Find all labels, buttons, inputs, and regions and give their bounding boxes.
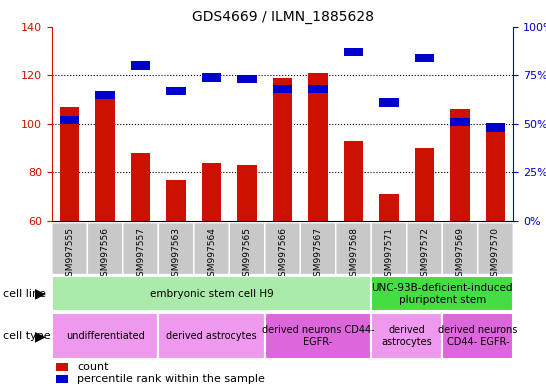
Bar: [450, 109, 470, 221]
Bar: [96, 91, 115, 99]
Bar: [52, 313, 158, 359]
Text: derived neurons
CD44- EGFR-: derived neurons CD44- EGFR-: [438, 325, 518, 347]
FancyBboxPatch shape: [265, 223, 300, 275]
FancyBboxPatch shape: [194, 223, 229, 275]
Bar: [238, 75, 257, 83]
Bar: [60, 116, 79, 124]
Text: GSM997557: GSM997557: [136, 227, 145, 282]
Bar: [273, 85, 292, 93]
Bar: [265, 313, 371, 359]
Bar: [131, 61, 150, 70]
FancyBboxPatch shape: [407, 223, 442, 275]
FancyBboxPatch shape: [336, 223, 371, 275]
Bar: [96, 92, 115, 221]
FancyBboxPatch shape: [52, 223, 87, 275]
Bar: [486, 126, 505, 221]
Bar: [379, 98, 399, 107]
Bar: [371, 276, 513, 311]
Text: GSM997555: GSM997555: [65, 227, 74, 282]
Text: GSM997567: GSM997567: [313, 227, 323, 282]
Text: GSM997572: GSM997572: [420, 227, 429, 282]
Text: cell type: cell type: [3, 331, 50, 341]
Text: undifferentiated: undifferentiated: [66, 331, 145, 341]
Text: GSM997569: GSM997569: [455, 227, 465, 282]
Bar: [167, 87, 186, 95]
Text: GSM997566: GSM997566: [278, 227, 287, 282]
Bar: [56, 363, 68, 371]
Text: count: count: [77, 362, 109, 372]
Text: derived astrocytes: derived astrocytes: [167, 331, 257, 341]
Title: GDS4669 / ILMN_1885628: GDS4669 / ILMN_1885628: [192, 10, 373, 25]
FancyBboxPatch shape: [478, 223, 513, 275]
Bar: [450, 118, 470, 126]
Text: GSM997556: GSM997556: [100, 227, 110, 282]
Text: derived
astrocytes: derived astrocytes: [382, 325, 432, 347]
Bar: [60, 107, 79, 221]
Bar: [415, 148, 434, 221]
Text: UNC-93B-deficient-induced
pluripotent stem: UNC-93B-deficient-induced pluripotent st…: [371, 283, 513, 305]
Bar: [344, 141, 363, 221]
FancyBboxPatch shape: [371, 223, 407, 275]
Bar: [238, 165, 257, 221]
Bar: [273, 78, 292, 221]
Bar: [56, 375, 68, 383]
Bar: [486, 124, 505, 132]
Text: ▶: ▶: [35, 287, 46, 301]
Text: GSM997568: GSM997568: [349, 227, 358, 282]
Bar: [308, 85, 328, 93]
Text: GSM997563: GSM997563: [171, 227, 181, 282]
Text: GSM997571: GSM997571: [384, 227, 394, 282]
Bar: [131, 153, 150, 221]
Text: cell line: cell line: [3, 289, 46, 299]
Text: GSM997564: GSM997564: [207, 227, 216, 282]
Text: GSM997565: GSM997565: [242, 227, 252, 282]
Text: derived neurons CD44-
EGFR-: derived neurons CD44- EGFR-: [262, 325, 375, 347]
Bar: [442, 313, 513, 359]
Bar: [158, 313, 265, 359]
FancyBboxPatch shape: [300, 223, 336, 275]
FancyBboxPatch shape: [87, 223, 123, 275]
Bar: [52, 276, 371, 311]
Bar: [308, 73, 328, 221]
Bar: [379, 194, 399, 221]
Text: ▶: ▶: [35, 329, 46, 343]
Text: percentile rank within the sample: percentile rank within the sample: [77, 374, 265, 384]
Bar: [344, 48, 363, 56]
Bar: [167, 180, 186, 221]
FancyBboxPatch shape: [123, 223, 158, 275]
FancyBboxPatch shape: [229, 223, 265, 275]
Bar: [415, 54, 434, 62]
Text: embryonic stem cell H9: embryonic stem cell H9: [150, 289, 274, 299]
Bar: [202, 163, 221, 221]
Bar: [371, 313, 442, 359]
FancyBboxPatch shape: [158, 223, 194, 275]
Text: GSM997570: GSM997570: [491, 227, 500, 282]
FancyBboxPatch shape: [442, 223, 478, 275]
Bar: [202, 73, 221, 81]
